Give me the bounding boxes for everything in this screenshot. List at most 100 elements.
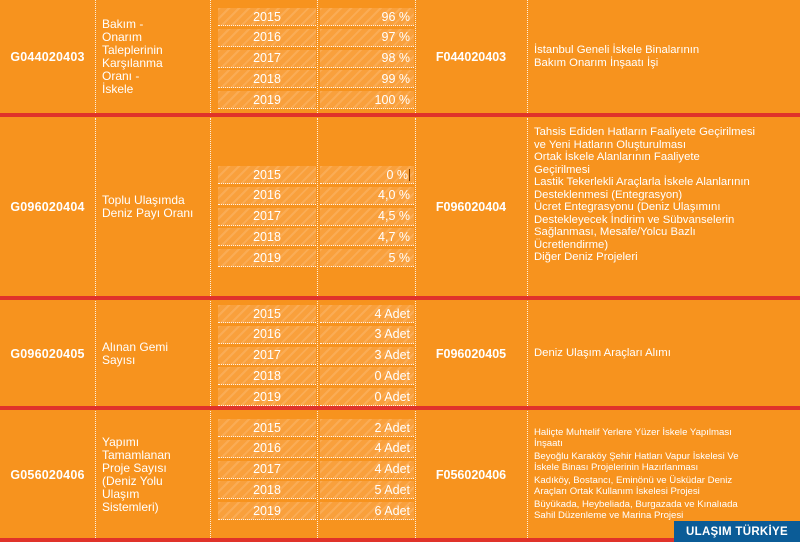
column-divider [317, 411, 318, 538]
project-item: Diğer Deniz Projeleri [534, 251, 638, 263]
year-cell: 2015 [218, 8, 316, 26]
year-cell: 2019 [218, 91, 316, 110]
target-value: 4 Adet [374, 462, 410, 477]
target-value: 2 Adet [374, 420, 410, 435]
target-value-cell: 97 % [320, 28, 414, 47]
indicator-name: Yapımı Tamamlanan Proje Sayısı (Deniz Yolu U… [96, 411, 209, 538]
target-value: 4,0 % [378, 188, 410, 203]
year-cell: 2017 [218, 49, 316, 68]
target-value-cell: 0 Adet [320, 367, 414, 386]
year-cell: 2018 [218, 228, 316, 247]
target-value-cell: 98 % [320, 49, 414, 68]
table-row: G056020406 Yapımı Tamamlanan Proje Sayısı (D… [0, 411, 800, 538]
column-divider [95, 411, 96, 538]
target-value: 6 Adet [374, 503, 410, 518]
project-item: Deniz Ulaşım Araçları Alımı [534, 347, 671, 360]
year-cell: 2017 [218, 207, 316, 226]
row-divider [0, 296, 800, 300]
indicator-code: G056020406 [10, 467, 85, 482]
target-value: 0 % [386, 167, 408, 182]
indicator-name-line: Oranı - [102, 68, 140, 83]
target-value: 4 Adet [374, 441, 410, 456]
column-divider [527, 411, 528, 538]
publisher-badge: ULAŞIM TÜRKİYE [674, 521, 800, 542]
year-cell: 2015 [218, 419, 316, 437]
target-value-cell: 4 Adet [320, 439, 414, 458]
target-value-cell: 3 Adet [320, 346, 414, 365]
project-item: Bakım Onarım İnşaatı İşi [534, 56, 659, 69]
year-cell: 2018 [218, 481, 316, 500]
target-value-cell: 2 Adet [320, 419, 414, 437]
target-value: 100 % [374, 92, 410, 107]
year-cell: 2017 [218, 346, 316, 365]
project-code: F044020403 [435, 49, 507, 64]
column-divider [95, 0, 96, 113]
indicator-name-line: Karşılanma [102, 55, 163, 70]
target-value-cell: 96 % [320, 8, 414, 26]
indicator-name-line: Tamamlanan [102, 447, 171, 462]
project-item: İstanbul Geneli İskele Binalarının [534, 44, 700, 56]
year-cell: 2015 [218, 166, 316, 184]
project-code: F096020405 [435, 346, 507, 361]
text-caret [409, 168, 410, 181]
project-item: Sağlanması, Mesafe/Yolcu Bazlı [534, 226, 696, 238]
column-divider [527, 118, 528, 296]
indicator-name-line: Sistemleri) [102, 499, 159, 514]
row-divider [0, 406, 800, 410]
indicator-name-line: Onarım [102, 29, 143, 44]
target-value-cell: 5 % [320, 249, 414, 268]
year-cell: 2015 [218, 305, 316, 323]
row-divider [0, 538, 800, 542]
year-cell: 2016 [218, 186, 316, 205]
project-item: Ücret Entegrasyonu (Deniz Ulaşımını [534, 201, 721, 213]
year-cell: 2019 [218, 249, 316, 268]
year-cell: 2016 [218, 28, 316, 47]
target-value: 99 % [381, 71, 411, 86]
indicator-name-line: Sayısı [102, 352, 136, 367]
project-item: Kadıköy, Bostancı, Eminönü ve Üsküdar De… [534, 474, 733, 497]
indicator-name-lines: Bakım - Onarım Taleplerinin Karşılanma Oranı… [102, 16, 163, 96]
project-item: Büyükada, Heybeliada, Burgazada ve Kınal… [534, 498, 738, 521]
indicator-code: G096020404 [10, 200, 85, 214]
column-divider [210, 0, 211, 113]
year-cell: 2018 [218, 367, 316, 386]
target-value-cell: 6 Adet [320, 502, 414, 521]
column-divider [95, 118, 96, 296]
column-divider [415, 301, 416, 406]
project-item: Haliçte Muhtelif Yerlere Yüzer İskele Ya… [534, 426, 732, 449]
project-item: ve Yeni Hatların Oluşturulması [534, 138, 686, 151]
project-item: Desteklenmesi (Entegrasyon) [534, 188, 683, 201]
row-divider [0, 113, 800, 117]
indicator-name-line: Bakım - [102, 16, 144, 31]
target-value-cell: 3 Adet [320, 325, 414, 344]
column-divider [210, 411, 211, 538]
project-list: Haliçte Muhtelif Yerlere Yüzer İskele Ya… [534, 411, 796, 538]
indicator-name: Bakım - Onarım Taleplerinin Karşılanma Oranı… [96, 0, 209, 113]
column-divider [527, 301, 528, 406]
indicator-name-line: Proje Sayısı [102, 460, 167, 475]
project-code: F096020404 [435, 200, 507, 214]
indicator-name-lines: Yapımı Tamamlanan Proje Sayısı (Deniz Yolu U… [102, 435, 171, 514]
project-item: Ücretlendirme) [534, 238, 609, 251]
project-list: Deniz Ulaşım Araçları Alımı [534, 301, 796, 406]
table-row: G096020404 Toplu Ulaşımda Deniz Payı Oranı… [0, 118, 800, 296]
target-value: 3 Adet [374, 327, 410, 342]
target-value: 5 % [388, 250, 410, 265]
table-row: G044020403 Bakım - Onarım Taleplerinin Karşı… [0, 0, 800, 113]
target-value-cell: 100 % [320, 91, 414, 110]
indicator-name-lines: Toplu Ulaşımda Deniz Payı Oranı [102, 194, 193, 220]
indicator-name-line: Ulaşım [102, 486, 140, 501]
project-item: Lastik Tekerlekli Araçlarla İskele Alanl… [534, 176, 750, 188]
year-cell: 2016 [218, 439, 316, 458]
column-divider [317, 0, 318, 113]
year-cell: 2017 [218, 460, 316, 479]
target-value: 98 % [381, 51, 411, 66]
indicator-name-line: Alınan Gemi [102, 339, 169, 354]
target-value-cell: 0 % [320, 166, 414, 184]
target-value-cell: 0 Adet [320, 388, 414, 407]
column-divider [317, 301, 318, 406]
target-value: 5 Adet [374, 482, 410, 497]
target-value: 96 % [381, 9, 411, 24]
project-item: Destekleyecek İndirim ve Sübvanselerin [534, 213, 735, 226]
